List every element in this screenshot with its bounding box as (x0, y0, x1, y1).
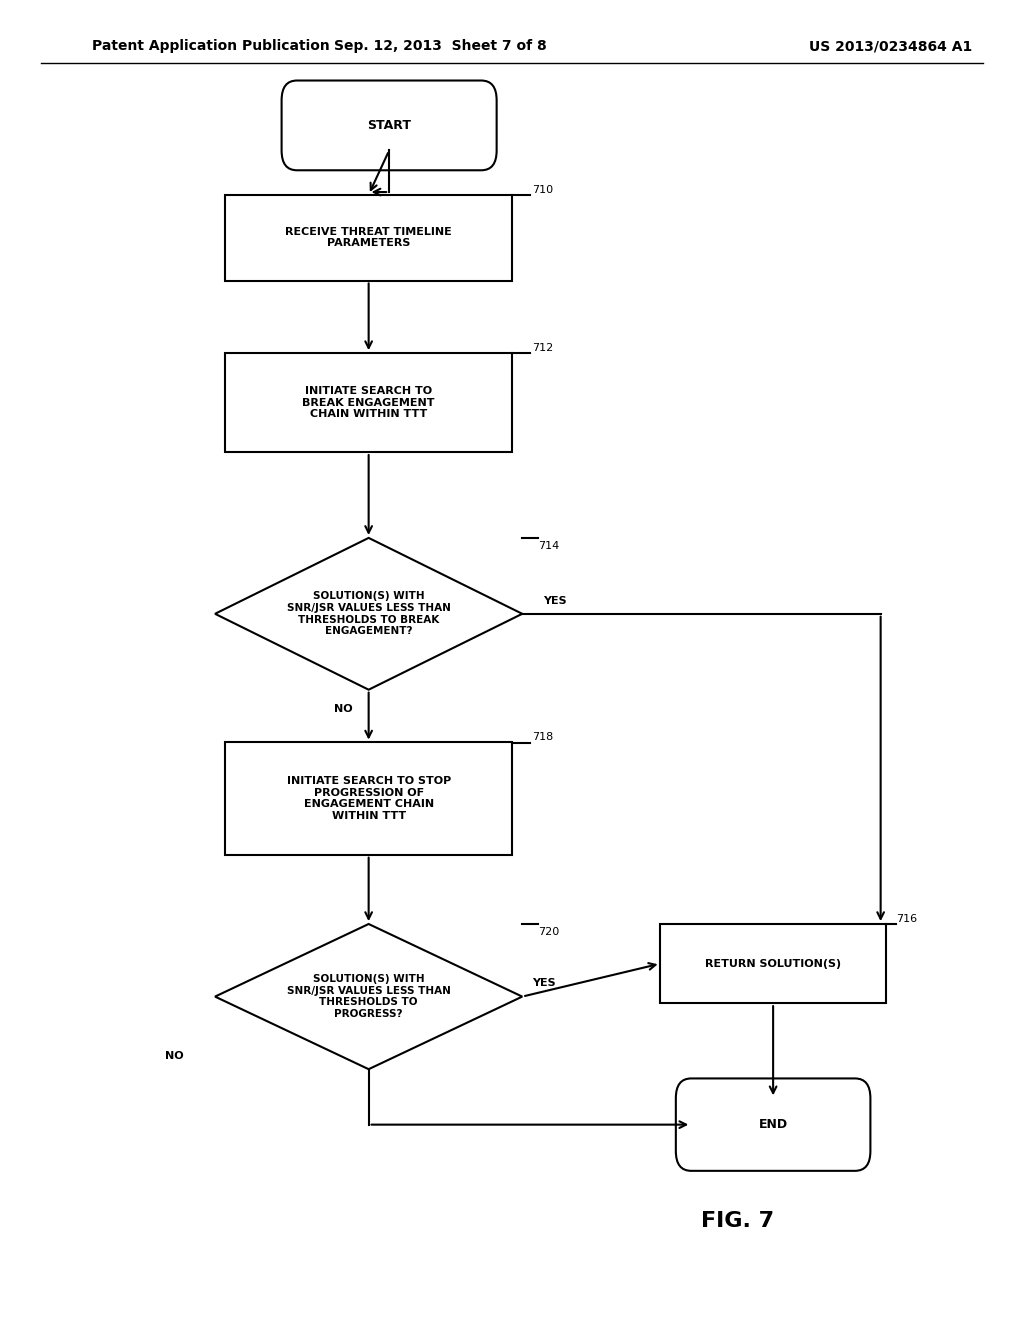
Text: 710: 710 (532, 185, 554, 195)
Text: RETURN SOLUTION(S): RETURN SOLUTION(S) (706, 958, 841, 969)
Text: NO: NO (334, 705, 352, 714)
Text: NO: NO (165, 1051, 183, 1061)
Bar (225, 194, 512, 281)
Bar (225, 742, 512, 855)
Text: 716: 716 (896, 913, 918, 924)
Text: SOLUTION(S) WITH
SNR/JSR VALUES LESS THAN
THRESHOLDS TO
PROGRESS?: SOLUTION(S) WITH SNR/JSR VALUES LESS THA… (287, 974, 451, 1019)
Polygon shape (215, 539, 522, 689)
Text: START: START (368, 119, 411, 132)
Text: Patent Application Publication: Patent Application Publication (92, 40, 330, 53)
Text: SOLUTION(S) WITH
SNR/JSR VALUES LESS THAN
THRESHOLDS TO BREAK
ENGAGEMENT?: SOLUTION(S) WITH SNR/JSR VALUES LESS THA… (287, 591, 451, 636)
Text: RECEIVE THREAT TIMELINE
PARAMETERS: RECEIVE THREAT TIMELINE PARAMETERS (286, 227, 452, 248)
Text: 712: 712 (532, 343, 554, 354)
Text: YES: YES (532, 978, 556, 989)
Text: Sep. 12, 2013  Sheet 7 of 8: Sep. 12, 2013 Sheet 7 of 8 (334, 40, 547, 53)
Text: END: END (759, 1118, 787, 1131)
Text: 718: 718 (532, 733, 554, 742)
FancyBboxPatch shape (282, 81, 497, 170)
Text: US 2013/0234864 A1: US 2013/0234864 A1 (809, 40, 973, 53)
Bar (225, 354, 512, 451)
FancyBboxPatch shape (676, 1078, 870, 1171)
Text: 720: 720 (538, 927, 559, 937)
Text: INITIATE SEARCH TO
BREAK ENGAGEMENT
CHAIN WITHIN TTT: INITIATE SEARCH TO BREAK ENGAGEMENT CHAI… (302, 385, 435, 420)
Polygon shape (215, 924, 522, 1069)
Text: 714: 714 (538, 541, 559, 552)
Text: INITIATE SEARCH TO STOP
PROGRESSION OF
ENGAGEMENT CHAIN
WITHIN TTT: INITIATE SEARCH TO STOP PROGRESSION OF E… (287, 776, 451, 821)
Text: YES: YES (543, 595, 566, 606)
Bar (660, 924, 886, 1003)
Text: FIG. 7: FIG. 7 (700, 1210, 774, 1232)
